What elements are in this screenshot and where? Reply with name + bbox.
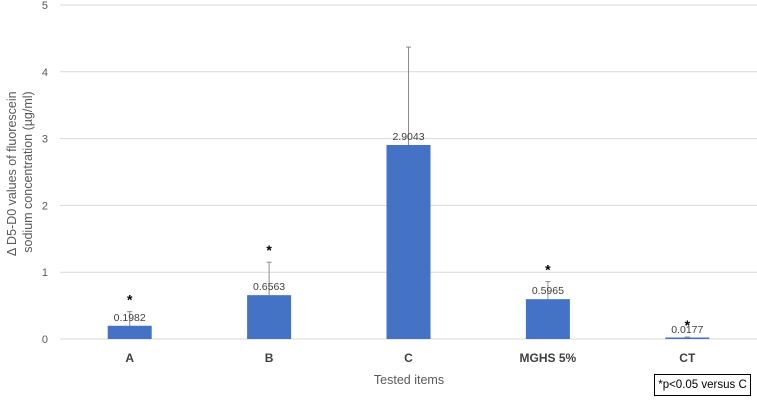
y-axis-title: Δ D5-D0 values of fluorescein sodium con…: [5, 88, 35, 256]
significance-markers: * * * *: [127, 242, 691, 333]
data-label: 2.9043: [392, 131, 424, 143]
bar: [386, 144, 431, 339]
significance-note: *p<0.05 versus C: [654, 374, 751, 396]
significance-star: *: [685, 317, 691, 333]
y-tick-labels: 0 1 2 3 4 5: [42, 0, 48, 346]
x-axis-title: Tested items: [374, 373, 444, 387]
category-label: MGHS 5%: [520, 351, 577, 365]
significance-star: *: [127, 292, 133, 308]
bars: [107, 144, 710, 339]
category-label: A: [125, 351, 134, 365]
y-tick-label: 3: [42, 134, 48, 146]
bar: [247, 295, 292, 339]
bar: [665, 337, 710, 339]
y-tick-label: 1: [42, 267, 48, 279]
bar: [525, 299, 570, 339]
error-bar: [266, 261, 272, 296]
significance-star: *: [266, 242, 272, 258]
data-label: 0.0177: [671, 324, 703, 336]
y-axis-title-line-2: sodium concentration (µg/ml): [21, 91, 35, 252]
data-labels: 0.1982 0.6563 2.9043 0.5965 0.0177: [114, 131, 704, 336]
error-bar: [545, 281, 551, 300]
error-bar: [684, 336, 690, 338]
error-bar: [406, 46, 411, 145]
data-label: 0.1982: [114, 312, 146, 324]
category-label: B: [265, 351, 274, 365]
error-bar: [127, 311, 133, 326]
bar: [107, 325, 152, 339]
y-tick-label: 5: [42, 0, 48, 12]
error-bars: [127, 46, 690, 338]
y-tick-label: 0: [42, 334, 48, 346]
y-tick-label: 2: [42, 200, 48, 212]
y-axis-title-line-1: Δ D5-D0 values of fluorescein: [5, 91, 19, 256]
data-label: 0.6563: [253, 281, 285, 293]
category-label: CT: [679, 351, 696, 365]
category-label: C: [404, 351, 413, 365]
significance-star: *: [545, 262, 551, 278]
category-labels: A B C MGHS 5% CT: [125, 351, 696, 365]
y-tick-label: 4: [42, 67, 48, 79]
data-label: 0.5965: [532, 285, 564, 297]
